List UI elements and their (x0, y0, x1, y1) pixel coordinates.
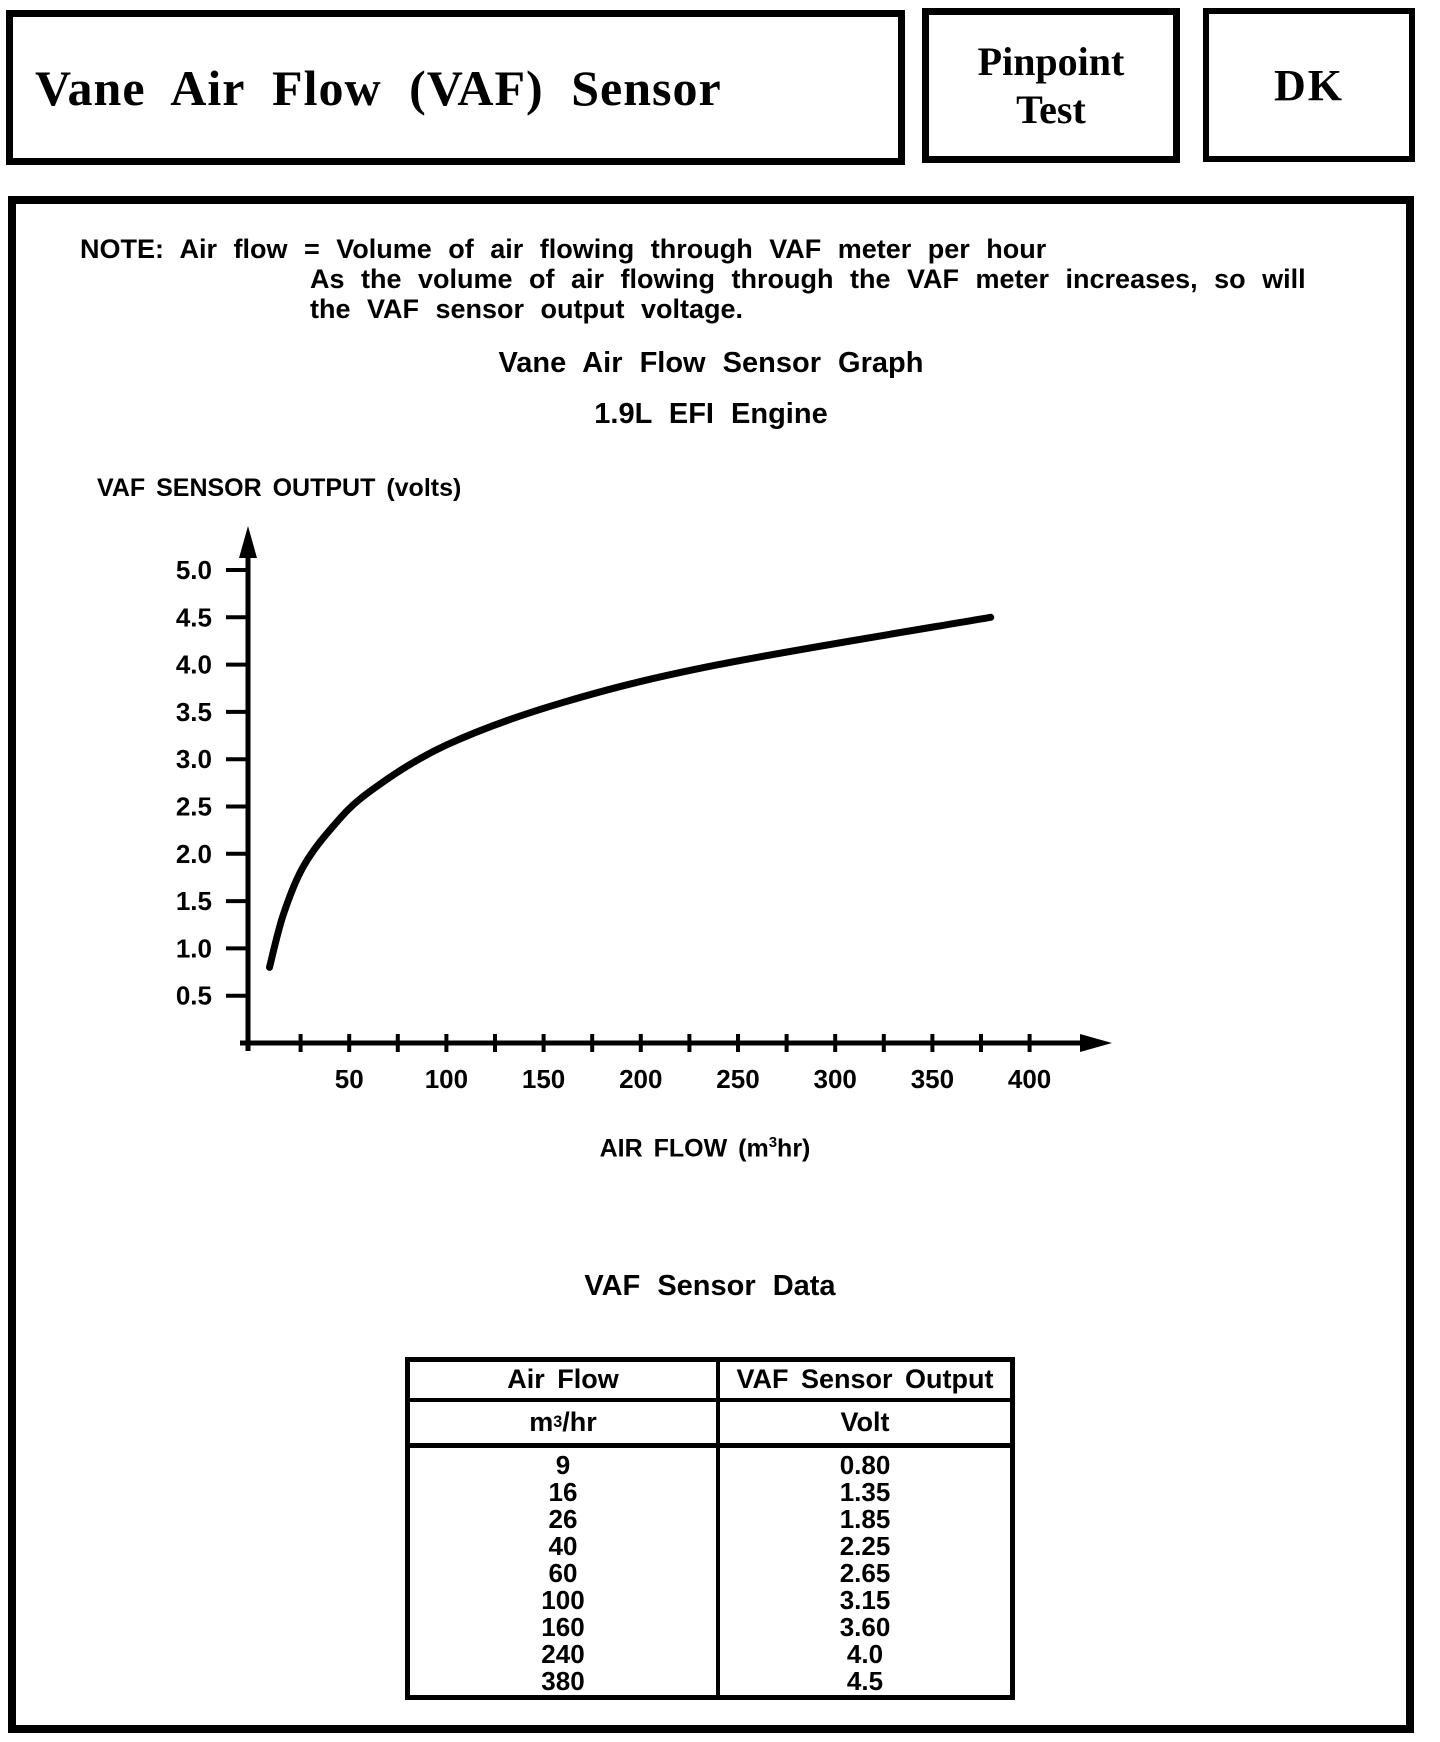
x-tick-label: 200 (619, 1064, 662, 1094)
y-tick-label: 0.5 (176, 981, 212, 1011)
sensor-output-cell: 1.85 (839, 1504, 891, 1534)
x-tick-label: 100 (425, 1064, 468, 1094)
test-code-box: DK (1203, 8, 1415, 162)
content-border-box (8, 196, 1414, 1733)
pinpoint-test-box: Pinpoint Test (922, 8, 1180, 163)
y-tick-label: 2.5 (176, 792, 212, 822)
sensor-output-values-column: 0.80 1.35 1.85 2.25 2.65 3.15 3.60 4.0 4.5 (716, 1448, 1010, 1695)
air-flow-cell: 240 (541, 1639, 585, 1669)
y-tick-label: 4.5 (176, 602, 212, 632)
y-tick-label: 3.5 (176, 697, 212, 727)
test-code: DK (1274, 60, 1344, 110)
air-flow-cell: 160 (541, 1612, 585, 1642)
y-axis-arrow (239, 526, 257, 558)
y-tick-label: 3.0 (176, 744, 212, 774)
y-tick-label: 2.0 (176, 839, 212, 869)
note-line-3: the VAF sensor output voltage. (310, 294, 744, 324)
x-tick-label: 250 (716, 1064, 759, 1094)
sensor-output-header: VAF Sensor Output (716, 1362, 1010, 1398)
x-tick-label: 350 (911, 1064, 954, 1094)
y-tick-label: 1.0 (176, 933, 212, 963)
y-tick-label: 1.5 (176, 886, 212, 916)
x-axis-label: AIR FLOW (m3hr) (0, 1134, 1410, 1163)
sensor-output-cell: 2.25 (839, 1531, 891, 1561)
sensor-output-cell: 1.35 (839, 1477, 891, 1507)
vaf-output-curve (265, 613, 995, 971)
air-flow-header: Air Flow (507, 1364, 619, 1395)
y-axis-label: VAF SENSOR OUTPUT (volts) (97, 474, 462, 502)
sensor-output-unit: Volt (716, 1401, 1010, 1443)
air-flow-cell: 100 (541, 1585, 585, 1615)
x-axis-label-suffix: hr) (777, 1134, 811, 1163)
table-title: VAF Sensor Data (584, 1270, 836, 1302)
page-title: Vane Air Flow (VAF) Sensor (35, 59, 722, 116)
air-flow-values-column: 9 16 26 40 60 100 160 240 380 (410, 1448, 716, 1695)
x-axis-label-sup: 3 (768, 1134, 778, 1151)
y-tick-label: 4.0 (176, 650, 212, 680)
y-tick-label: 5.0 (176, 555, 212, 585)
x-axis-label-text: AIR FLOW (m (599, 1134, 769, 1163)
sensor-output-cell: 0.80 (839, 1450, 891, 1480)
pinpoint-test-line2: Test (1016, 86, 1086, 132)
page-title-box: Vane Air Flow (VAF) Sensor (6, 10, 905, 165)
pinpoint-test-line1: Pinpoint (977, 38, 1125, 84)
sensor-output-cell: 3.60 (839, 1612, 891, 1642)
table-header-row: Air Flow VAF Sensor Output (410, 1362, 1010, 1402)
sensor-output-cell: 3.15 (839, 1585, 891, 1615)
x-axis-arrow (1080, 1034, 1112, 1052)
note-line-1: NOTE: Air flow = Volume of air flowing t… (80, 234, 1047, 264)
sensor-output-cell: 4.0 (846, 1639, 884, 1669)
air-flow-cell: 16 (548, 1477, 578, 1507)
air-flow-cell: 60 (548, 1558, 578, 1588)
air-flow-cell: 40 (548, 1531, 578, 1561)
sensor-output-cell: 4.5 (846, 1666, 884, 1696)
air-flow-cell: 26 (548, 1504, 578, 1534)
x-tick-label: 400 (1008, 1064, 1051, 1094)
graph-title: Vane Air Flow Sensor Graph (498, 347, 924, 379)
x-tick-label: 50 (335, 1064, 364, 1094)
engine-subtitle: 1.9L EFI Engine (594, 398, 828, 430)
sensor-output-cell: 2.65 (839, 1558, 891, 1588)
air-flow-cell: 9 (555, 1450, 571, 1480)
x-tick-label: 150 (522, 1064, 565, 1094)
air-flow-cell: 380 (541, 1666, 585, 1696)
air-flow-unit: m 3/hr (529, 1406, 597, 1437)
table-units-row: m 3/hr Volt (410, 1401, 1010, 1448)
note-line-2: As the volume of air flowing through the… (310, 264, 1306, 294)
x-tick-label: 300 (814, 1064, 857, 1094)
table-body: 9 16 26 40 60 100 160 240 380 0.80 1.35 1.85 2.25 2.… (410, 1448, 1010, 1695)
